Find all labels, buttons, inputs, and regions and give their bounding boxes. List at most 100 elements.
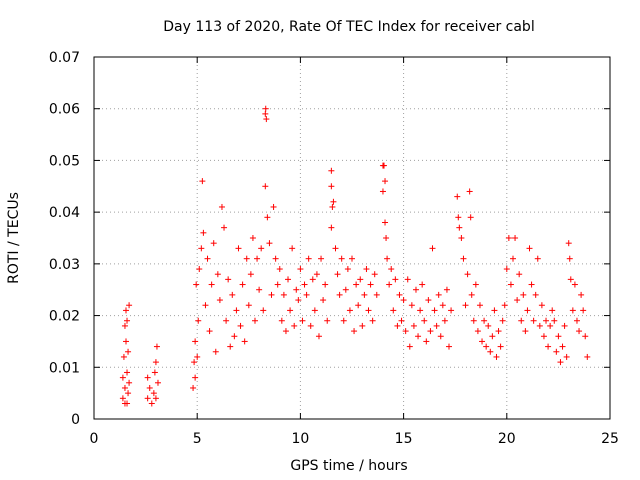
data-point xyxy=(144,374,151,381)
data-point xyxy=(503,266,510,273)
data-point xyxy=(206,328,213,335)
grid-lines xyxy=(94,57,610,419)
data-point xyxy=(152,359,159,366)
data-point xyxy=(429,245,436,252)
y-axis-label: ROTI / TECUs xyxy=(6,192,22,284)
data-point xyxy=(497,343,504,350)
data-point xyxy=(303,291,310,298)
x-tick-label: 5 xyxy=(193,431,202,447)
data-point xyxy=(256,286,263,293)
chart-title: Day 113 of 2020, Rate Of TEC Index for r… xyxy=(163,19,534,35)
data-point xyxy=(301,281,308,288)
data-point xyxy=(241,338,248,345)
data-point xyxy=(433,322,440,329)
data-point xyxy=(384,255,391,262)
data-point xyxy=(295,297,302,304)
data-point xyxy=(262,183,269,190)
data-point xyxy=(538,302,545,309)
data-point xyxy=(315,333,322,340)
data-point xyxy=(466,188,473,195)
data-point xyxy=(576,328,583,335)
data-point xyxy=(462,302,469,309)
data-point xyxy=(291,322,298,329)
data-point xyxy=(454,193,461,200)
data-point xyxy=(351,328,358,335)
data-point xyxy=(491,307,498,314)
data-point xyxy=(121,384,128,391)
y-tick-label: 0.03 xyxy=(49,257,80,273)
data-point xyxy=(227,343,234,350)
x-tick-labels: 0 5 10 15 20 25 xyxy=(90,431,619,447)
data-point xyxy=(199,178,206,185)
data-point xyxy=(390,307,397,314)
data-point xyxy=(349,255,355,262)
data-point xyxy=(507,281,514,288)
data-point xyxy=(443,286,450,293)
data-point xyxy=(233,307,240,314)
data-point xyxy=(526,245,533,252)
data-point xyxy=(532,291,539,298)
data-point xyxy=(276,266,283,273)
data-point xyxy=(245,302,252,309)
data-point xyxy=(437,333,444,340)
y-tick-labels: 0 0.01 0.02 0.03 0.04 0.05 0.06 0.07 xyxy=(49,50,80,428)
data-point xyxy=(344,266,351,273)
data-point xyxy=(485,322,492,329)
axis-ticks xyxy=(93,56,611,420)
data-point xyxy=(561,322,568,329)
data-point xyxy=(122,307,129,314)
data-point xyxy=(573,317,580,324)
data-point xyxy=(287,307,294,314)
data-point xyxy=(223,317,230,324)
data-point xyxy=(582,333,589,340)
data-point xyxy=(225,276,232,283)
data-point xyxy=(528,281,535,288)
data-point xyxy=(419,281,426,288)
data-point xyxy=(272,255,279,262)
data-point xyxy=(514,297,521,304)
data-point xyxy=(567,276,574,283)
data-point xyxy=(371,271,378,278)
data-point xyxy=(198,245,205,252)
data-point xyxy=(569,307,576,314)
data-point xyxy=(359,322,366,329)
data-point xyxy=(460,255,467,262)
data-point xyxy=(455,214,462,221)
data-point xyxy=(260,307,267,314)
data-point xyxy=(369,317,376,324)
data-point xyxy=(406,343,413,350)
data-point xyxy=(571,281,578,288)
data-point xyxy=(243,255,250,262)
data-point xyxy=(559,343,566,350)
y-tick-label: 0.01 xyxy=(49,360,80,376)
data-point xyxy=(540,333,547,340)
data-point xyxy=(328,224,335,231)
data-point xyxy=(520,291,527,298)
data-point xyxy=(495,328,502,335)
data-point xyxy=(235,245,242,252)
data-point xyxy=(311,307,318,314)
data-point xyxy=(446,343,453,350)
data-points xyxy=(119,105,591,407)
data-point xyxy=(278,317,285,324)
data-point xyxy=(328,183,335,190)
data-point xyxy=(458,235,465,241)
data-point xyxy=(394,322,401,329)
x-tick-label: 10 xyxy=(291,431,309,447)
data-point xyxy=(578,291,585,298)
x-tick-label: 0 xyxy=(90,431,99,447)
data-point xyxy=(501,302,508,309)
data-point xyxy=(522,328,529,335)
data-point xyxy=(247,271,254,278)
data-point xyxy=(382,219,389,226)
data-point xyxy=(435,291,442,298)
data-point xyxy=(580,307,587,314)
data-point xyxy=(534,255,541,262)
data-point xyxy=(266,240,273,247)
data-point xyxy=(152,395,159,402)
data-point xyxy=(293,286,300,293)
data-point xyxy=(439,302,446,309)
data-point xyxy=(251,317,258,324)
data-point xyxy=(545,343,552,350)
y-tick-label: 0.05 xyxy=(49,153,80,169)
